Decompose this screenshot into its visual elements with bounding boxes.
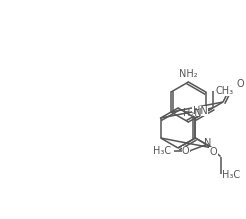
Text: H₃C: H₃C	[154, 145, 171, 155]
Text: HN: HN	[193, 106, 207, 116]
Text: NH₂: NH₂	[179, 69, 198, 79]
Text: H₂N: H₂N	[183, 108, 202, 118]
Text: O: O	[182, 146, 190, 156]
Text: N: N	[204, 138, 211, 148]
Text: O: O	[236, 79, 244, 89]
Text: H₃C: H₃C	[222, 171, 240, 180]
Text: O: O	[210, 147, 217, 157]
Text: CH₃: CH₃	[216, 86, 234, 96]
